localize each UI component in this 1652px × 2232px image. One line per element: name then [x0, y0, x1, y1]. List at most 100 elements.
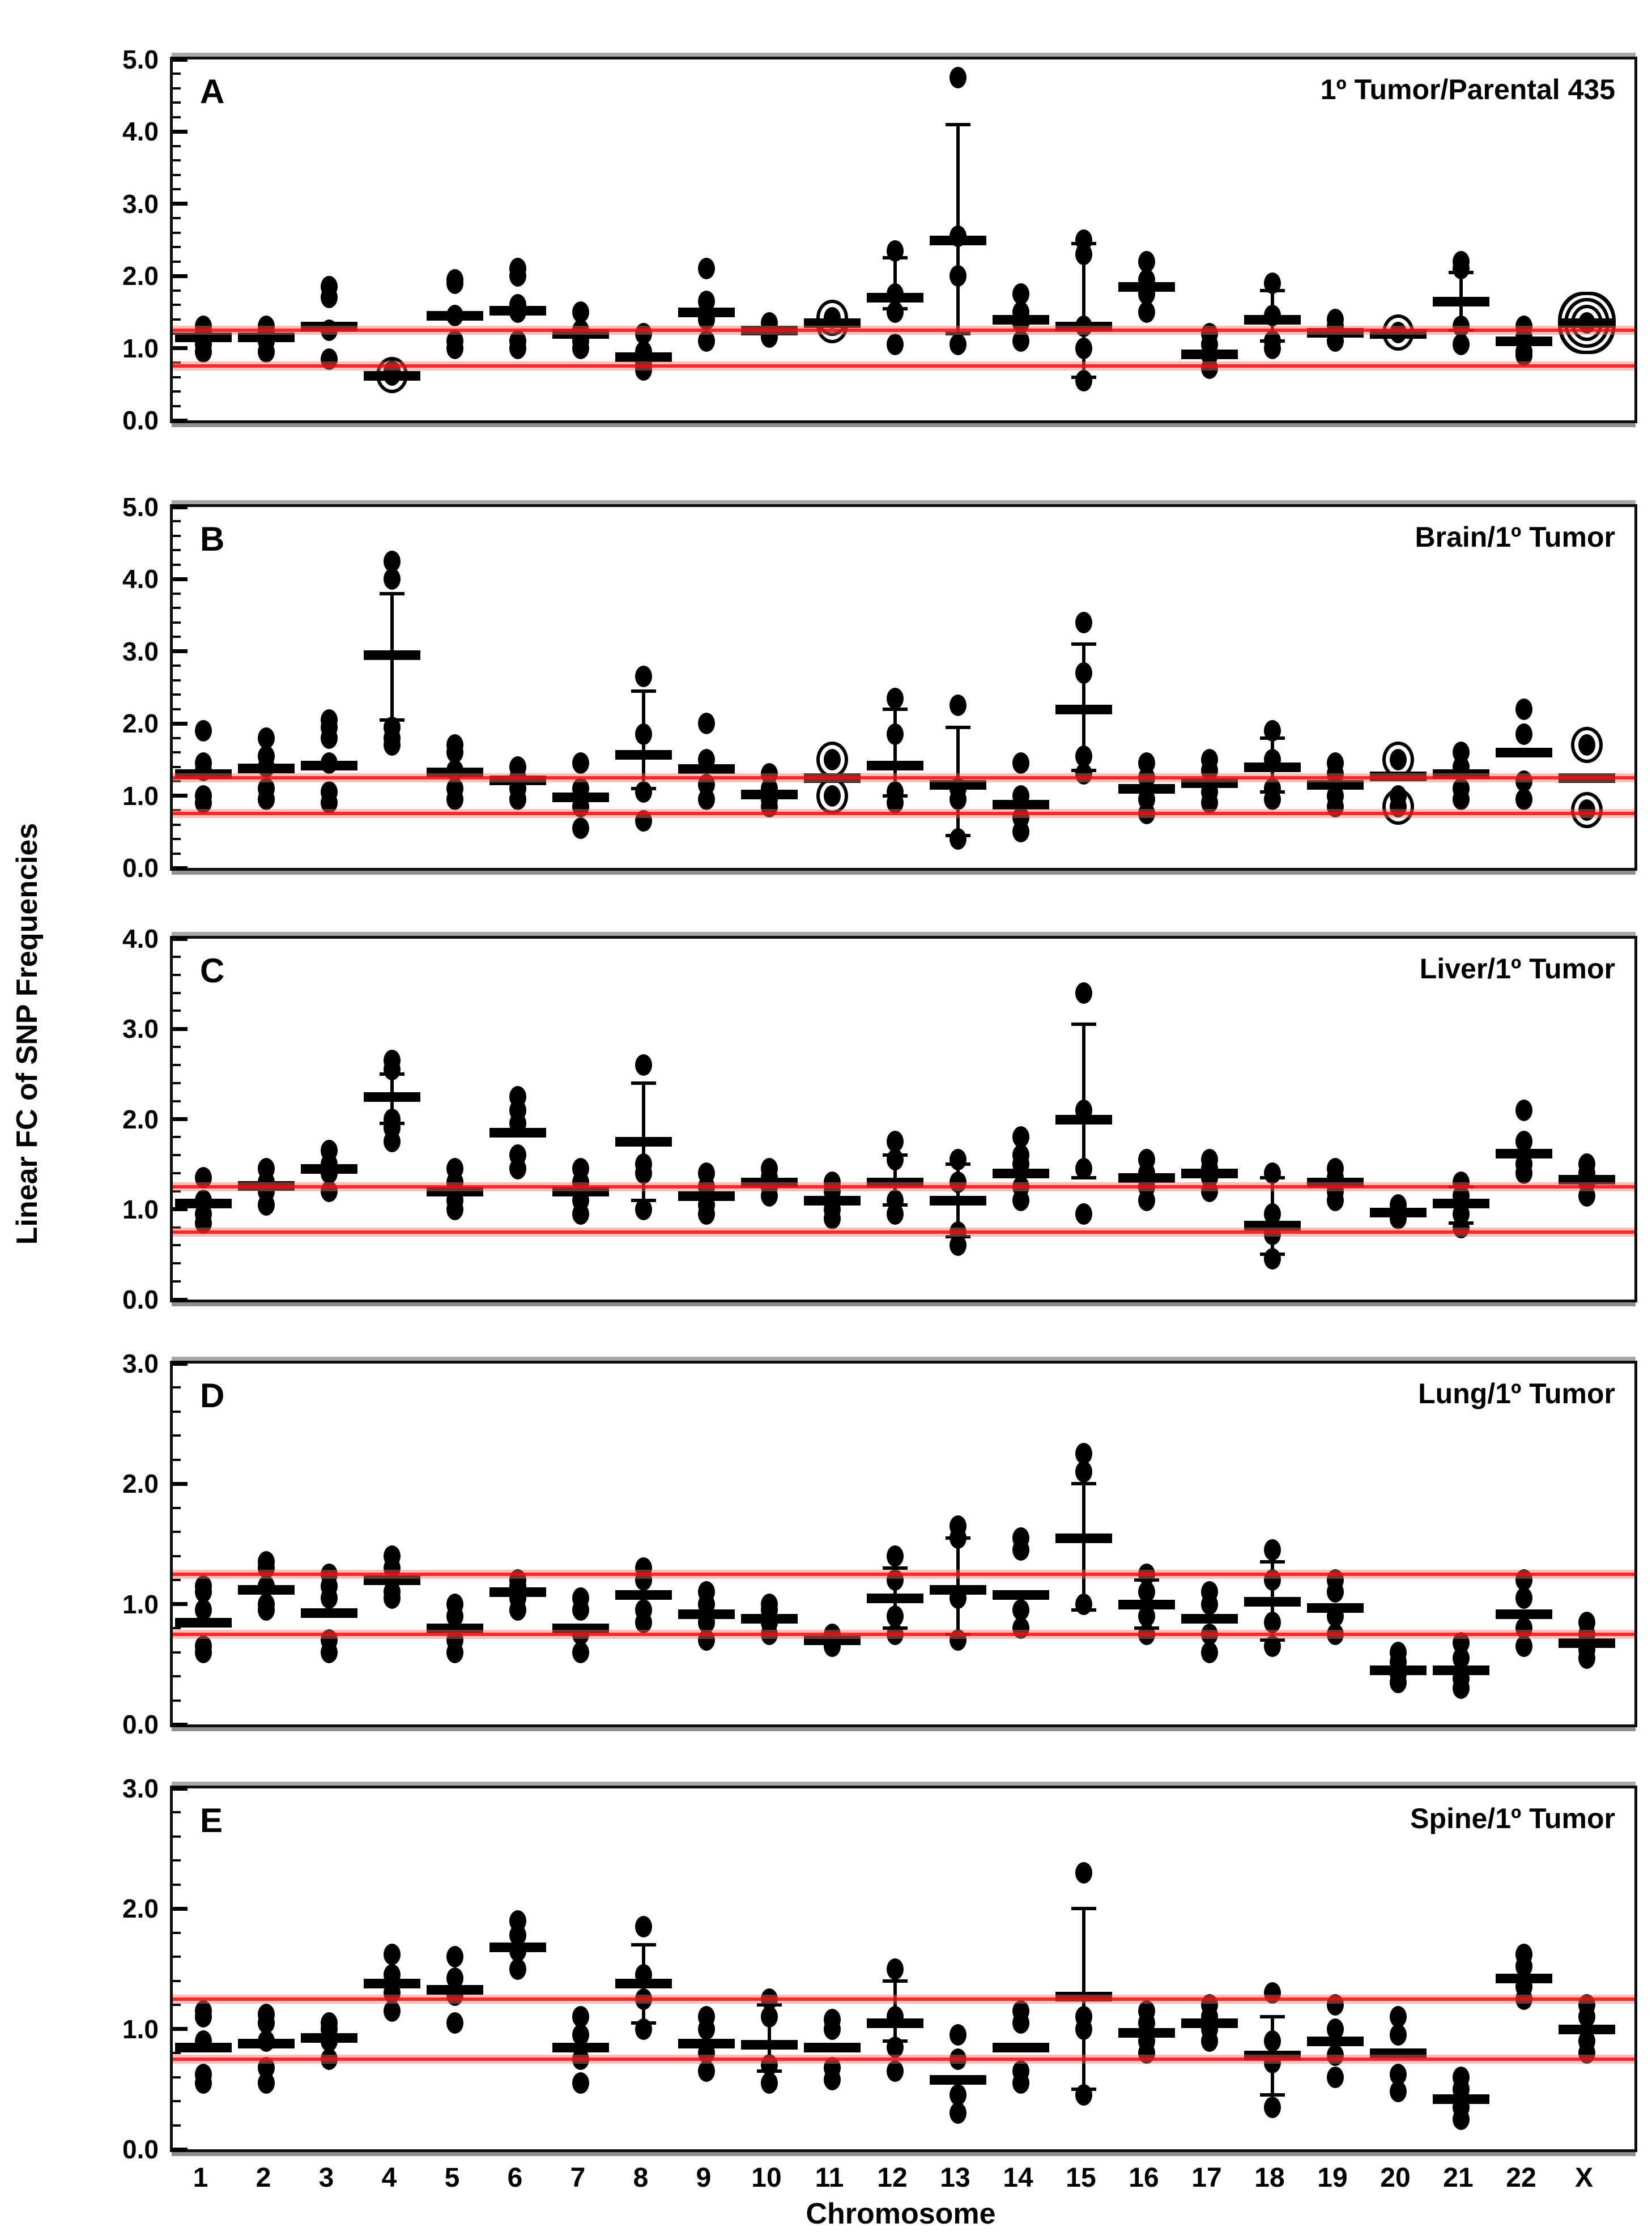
data-point [1327, 752, 1344, 774]
data-point [1201, 1641, 1218, 1663]
data-point [1012, 1527, 1029, 1549]
data-point [1453, 777, 1470, 799]
y-tick [173, 809, 181, 812]
data-point [1264, 1203, 1281, 1225]
mean-bar [867, 1177, 923, 1187]
mean-bar [1433, 296, 1489, 306]
data-point [698, 258, 715, 280]
y-tick-label: 1.0 [122, 781, 159, 811]
y-tick [173, 1699, 181, 1702]
data-point [572, 1158, 589, 1180]
data-point [258, 727, 275, 749]
mean-bar [930, 1195, 986, 1206]
data-point [1515, 1944, 1532, 1966]
data-point [1264, 1635, 1281, 1657]
mean-bar [804, 318, 861, 328]
x-category-label: 22 [1506, 2163, 1536, 2193]
y-tick [173, 1297, 188, 1302]
mean-bar [678, 307, 735, 317]
mean-bar [741, 1614, 798, 1624]
y-tick [173, 520, 181, 523]
mean-bar [175, 2042, 232, 2052]
data-point [887, 687, 904, 709]
y-tick [173, 607, 181, 610]
x-category-label: 17 [1191, 2163, 1222, 2193]
data-point [195, 2000, 212, 2022]
x-category-label: 19 [1317, 2163, 1348, 2193]
data-point [887, 1545, 904, 1567]
y-tick [173, 2100, 181, 2103]
data-point [761, 2072, 778, 2094]
y-tick [173, 1602, 188, 1607]
error-bar-cap [946, 725, 970, 729]
data-point [509, 258, 526, 280]
y-tick [173, 708, 181, 710]
y-tick [173, 936, 188, 941]
data-point [1264, 272, 1281, 294]
data-point [698, 2006, 715, 2028]
error-bar-cap [1260, 2093, 1285, 2097]
y-tick-label: 0.0 [122, 406, 159, 435]
y-tick [173, 304, 181, 306]
y-tick [173, 838, 181, 841]
mean-bar [1370, 1207, 1427, 1217]
y-tick [173, 2147, 188, 2152]
mean-bar [364, 1978, 420, 1988]
y-tick [173, 129, 188, 134]
y-tick [173, 1046, 181, 1049]
data-point [761, 1158, 778, 1180]
data-point [1012, 752, 1029, 774]
mean-bar [1559, 2024, 1615, 2034]
data-point [1453, 334, 1470, 356]
y-tick [173, 866, 188, 870]
data-point [1515, 1587, 1532, 1609]
data-point [1515, 723, 1532, 746]
data-point [1390, 2064, 1407, 2086]
data-point [1264, 777, 1281, 799]
threshold-line [173, 328, 1634, 332]
y-tick [173, 1883, 181, 1886]
data-point [1515, 1099, 1532, 1121]
data-point [572, 1641, 589, 1663]
y-tick [173, 116, 181, 118]
y-tick-label: 3.0 [122, 189, 159, 219]
error-bar-cap [631, 1943, 656, 1947]
mean-bar [1370, 2048, 1427, 2059]
y-tick [173, 1956, 181, 1958]
data-point [1075, 662, 1092, 684]
data-point [509, 330, 526, 352]
y-tick [173, 231, 181, 234]
mean-bar [489, 1128, 546, 1138]
y-tick [173, 679, 181, 681]
y-tick [173, 1009, 181, 1012]
data-point [1327, 2018, 1344, 2040]
error-bar [893, 709, 897, 796]
y-tick [173, 592, 181, 595]
data-point [1075, 982, 1092, 1004]
mean-bar [489, 306, 546, 316]
mean-bar [867, 1594, 923, 1604]
data-point [1453, 742, 1470, 764]
mean-bar [301, 1164, 357, 1174]
y-tick [173, 721, 188, 726]
y-tick [173, 376, 181, 378]
mean-bar [867, 293, 923, 303]
data-point [950, 695, 966, 717]
mean-bar [1370, 1666, 1427, 1676]
data-point [1327, 2066, 1344, 2088]
y-tick [173, 621, 181, 624]
data-point [1075, 1158, 1092, 1180]
y-tick [173, 534, 181, 537]
data-point [1075, 2084, 1092, 2106]
mean-bar [364, 371, 420, 381]
y-tick-label: 4.0 [122, 924, 159, 953]
data-point [635, 1599, 652, 1621]
mean-bar [489, 1587, 546, 1598]
y-tick [173, 87, 181, 90]
x-category-label: 4 [381, 2163, 397, 2193]
mean-bar [301, 2033, 357, 2043]
panel-a: A 1º Tumor/Parental 435 0.0 1.0 2.0 3.0 4.0 5.0 [122, 46, 1637, 433]
data-point [887, 1149, 904, 1171]
data-point [1075, 2006, 1092, 2028]
